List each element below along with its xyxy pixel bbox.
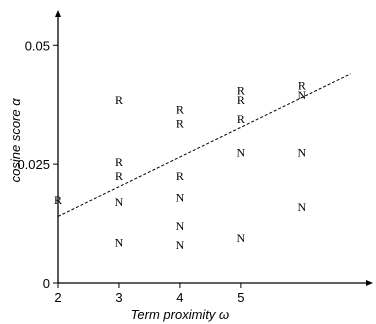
- point-r: R: [54, 193, 62, 207]
- trendline: [57, 73, 351, 217]
- x-tick-label: 3: [115, 290, 122, 305]
- point-n: N: [298, 145, 307, 159]
- x-tick-label: 5: [237, 290, 244, 305]
- x-tick-label: 4: [176, 290, 183, 305]
- axis-titles: Term proximity ω cosine score α: [8, 98, 229, 322]
- y-tick-label: 0.025: [17, 157, 50, 172]
- point-n: N: [298, 200, 307, 214]
- y-tick-label: 0: [43, 276, 50, 291]
- ticks: 2 3 4 5 0 0.025 0.05: [17, 38, 244, 305]
- point-r: R: [176, 102, 184, 116]
- y-axis-title: cosine score α: [8, 98, 23, 183]
- point-n: N: [237, 145, 246, 159]
- axes: [55, 10, 373, 286]
- point-n: N: [176, 238, 185, 252]
- y-axis-arrow: [55, 10, 61, 17]
- point-r: R: [298, 79, 306, 93]
- y-tick-label: 0.05: [25, 38, 50, 53]
- point-n: N: [115, 236, 124, 250]
- x-tick-label: 2: [54, 290, 61, 305]
- point-r: R: [176, 169, 184, 183]
- point-r: R: [237, 112, 245, 126]
- point-n: N: [115, 195, 124, 209]
- point-n: N: [237, 231, 246, 245]
- point-n: N: [176, 190, 185, 204]
- point-r: R: [237, 83, 245, 97]
- point-n: N: [176, 219, 185, 233]
- trendline-group: [57, 73, 351, 217]
- x-axis-arrow: [366, 280, 373, 286]
- point-r: R: [115, 93, 123, 107]
- point-r: R: [237, 93, 245, 107]
- point-r: R: [115, 169, 123, 183]
- x-axis-title: Term proximity ω: [131, 307, 230, 322]
- point-r: R: [176, 117, 184, 131]
- point-r: R: [115, 155, 123, 169]
- point-n: N: [298, 88, 307, 102]
